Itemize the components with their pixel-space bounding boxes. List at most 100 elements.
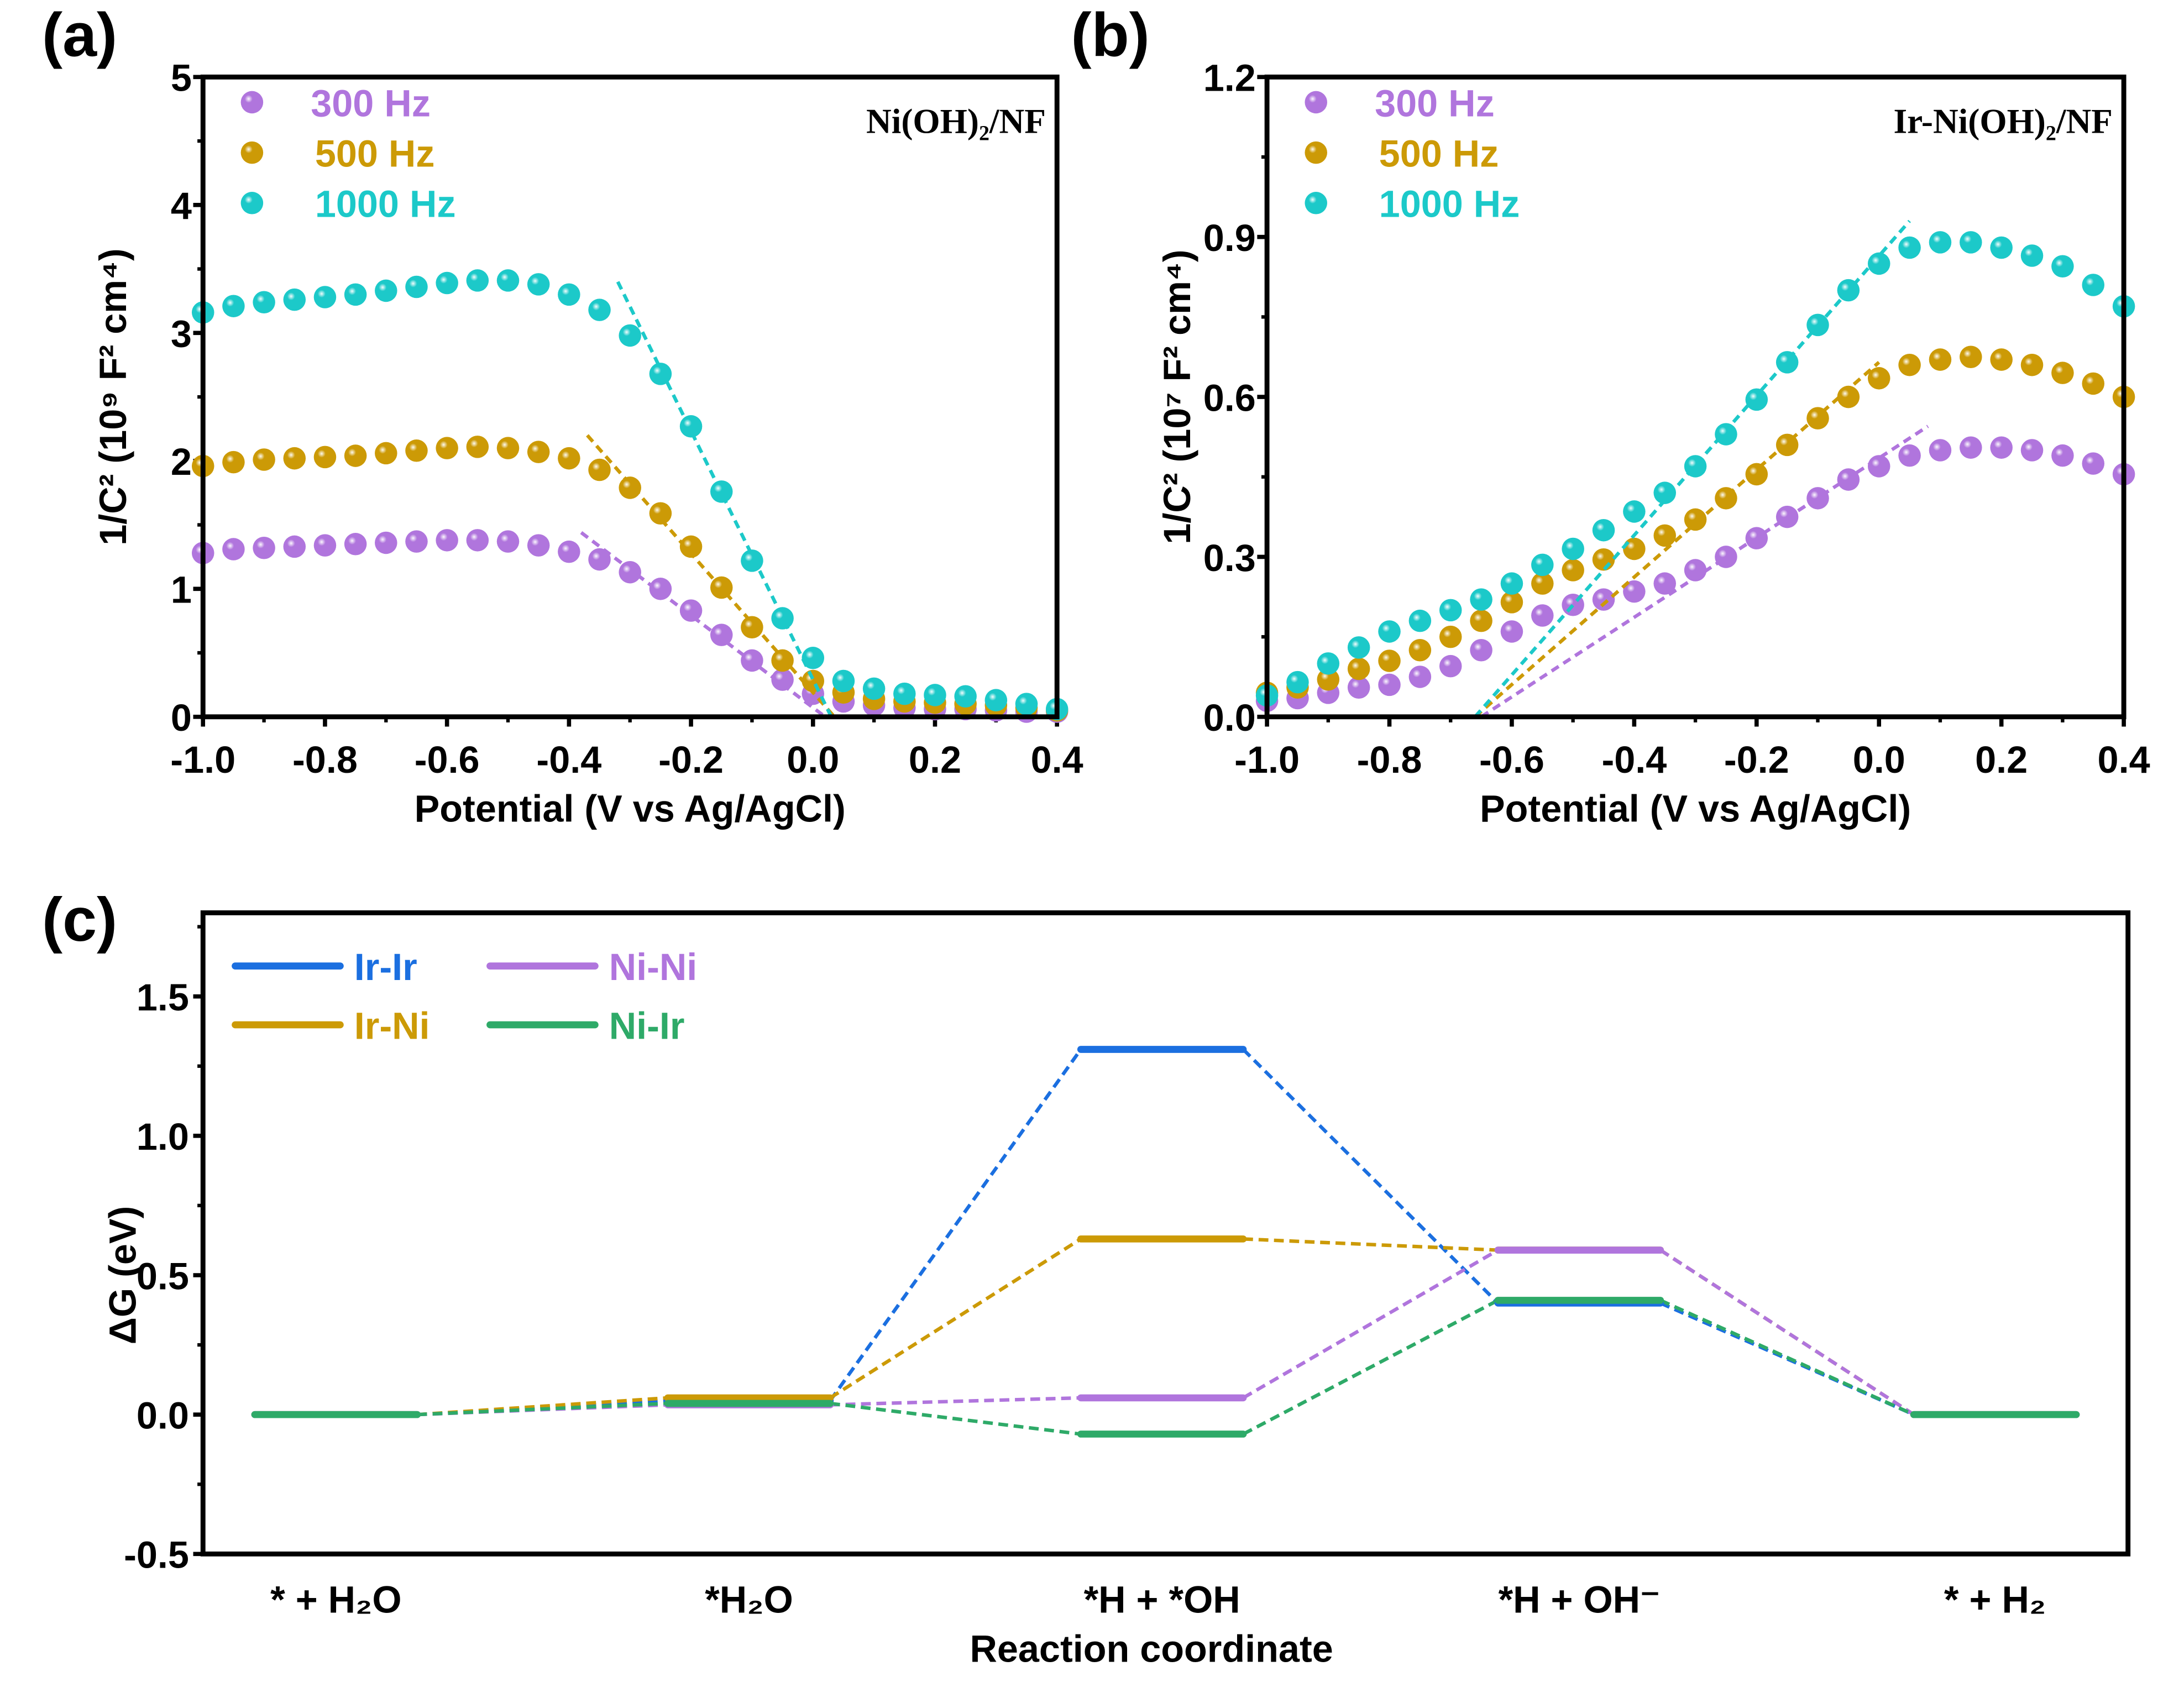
data-point-highlight	[1990, 348, 2013, 371]
data-point-highlight	[1745, 527, 1768, 549]
legend-marker-highlight	[240, 141, 264, 164]
data-point-highlight	[1867, 367, 1890, 390]
series-ni-ir	[417, 1298, 1915, 1436]
series-ir-ni	[417, 1237, 1915, 1417]
data-point-highlight	[893, 682, 916, 705]
x-tick-label: -0.8	[292, 739, 358, 781]
data-point-highlight	[679, 599, 703, 622]
legend-label: 300 Hz	[311, 82, 431, 124]
data-point-highlight	[1317, 668, 1340, 691]
data-point-highlight	[649, 578, 672, 600]
plot-frame	[200, 910, 2131, 1557]
data-point-highlight	[222, 295, 245, 317]
data-point-highlight	[405, 275, 428, 298]
data-point-highlight	[1776, 505, 1799, 528]
data-point-highlight	[1898, 236, 1921, 259]
data-point-highlight	[1531, 553, 1554, 577]
data-point-highlight	[1960, 345, 1982, 368]
x-tick-label: 0.0	[787, 739, 839, 781]
x-tick-label: -0.2	[658, 739, 724, 781]
y-tick-label: 0.9	[1203, 217, 1256, 259]
data-point-highlight	[954, 685, 977, 708]
data-point-highlight	[1776, 433, 1799, 457]
data-point-highlight	[496, 530, 520, 553]
data-point-highlight	[1715, 546, 1737, 568]
y-tick-label: 5	[171, 57, 192, 99]
data-point-highlight	[679, 415, 703, 438]
data-point-highlight	[1653, 572, 1676, 595]
data-point-highlight	[2082, 274, 2104, 296]
sample-label: Ni(OH)₂/NF	[866, 102, 1046, 141]
legend-label: Ni-Ir	[609, 1005, 685, 1047]
data-point-highlight	[1378, 649, 1401, 672]
data-point-highlight	[1806, 487, 1829, 510]
data-point-highlight	[1653, 524, 1676, 547]
series-ni-ni	[417, 1248, 1915, 1417]
data-point-highlight	[1470, 609, 1492, 632]
legend-marker-highlight	[240, 91, 264, 114]
data-point-highlight	[1745, 388, 1768, 411]
fit-line	[1474, 360, 1881, 719]
data-point-highlight	[1347, 636, 1370, 659]
x-tick-label: 0.4	[1031, 739, 1083, 781]
panel-label: (c)	[42, 885, 117, 954]
data-point-highlight	[405, 439, 428, 462]
data-point-highlight	[1776, 351, 1799, 374]
data-point-highlight	[1837, 279, 1860, 302]
y-tick-label: 1.5	[137, 977, 189, 1019]
data-point-highlight	[283, 447, 306, 470]
y-tick-label: 4	[171, 185, 192, 227]
x-tick-label: 0.0	[1853, 739, 1905, 781]
y-tick-label: 1.0	[137, 1116, 189, 1158]
data-point-highlight	[466, 436, 489, 458]
data-point-highlight	[1408, 609, 1432, 632]
data-point-highlight	[1898, 444, 1921, 467]
y-tick-label: 1	[171, 569, 192, 611]
legend-label: Ir-Ni	[354, 1005, 430, 1047]
data-point-highlight	[344, 444, 367, 467]
data-point-highlight	[619, 324, 641, 347]
x-axis-label: Potential (V vs Ag/AgCl)	[415, 788, 846, 830]
connector-line	[829, 1237, 1082, 1400]
data-point-highlight	[924, 684, 946, 706]
data-point-highlight	[741, 549, 763, 572]
y-tick-label: -0.5	[124, 1534, 189, 1576]
x-category-label: *H₂O	[705, 1579, 793, 1621]
data-point-highlight	[1929, 439, 1952, 462]
x-axis-label: Potential (V vs Ag/AgCl)	[1480, 788, 1911, 830]
y-tick-label: 3	[171, 313, 192, 355]
data-point-highlight	[558, 447, 580, 470]
connector-line	[1243, 1237, 1499, 1252]
data-point-highlight	[1715, 487, 1737, 510]
data-point-highlight	[1929, 348, 1952, 371]
data-point-highlight	[1531, 604, 1554, 627]
connector-line	[417, 1396, 668, 1417]
data-point-highlight	[1623, 537, 1646, 560]
data-point-highlight	[1960, 231, 1982, 254]
data-point-highlight	[1623, 580, 1646, 603]
data-point-highlight	[1990, 236, 2013, 259]
series-500hz	[1255, 345, 2135, 719]
data-point-highlight	[1867, 252, 1890, 275]
data-point-highlight	[496, 437, 520, 459]
data-point-highlight	[619, 560, 641, 584]
data-point-highlight	[527, 534, 550, 557]
y-tick-label: 0.6	[1203, 377, 1256, 419]
data-point-highlight	[2020, 439, 2044, 462]
legend-marker-highlight	[1305, 192, 1327, 214]
data-point-highlight	[375, 442, 397, 465]
data-point-highlight	[436, 529, 458, 552]
data-point-highlight	[771, 668, 794, 691]
data-point-highlight	[558, 283, 580, 306]
legend-label: 1000 Hz	[315, 184, 456, 226]
legend-label: 500 Hz	[1379, 133, 1499, 175]
data-point-highlight	[984, 689, 1008, 711]
data-point-highlight	[832, 669, 855, 693]
data-point-highlight	[1684, 455, 1707, 478]
data-point-highlight	[1378, 620, 1401, 643]
connector-line	[1242, 1298, 1499, 1436]
data-point-highlight	[741, 616, 763, 639]
data-point-highlight	[253, 291, 275, 314]
data-point-highlight	[1408, 666, 1432, 688]
x-tick-label: 0.2	[1975, 739, 2028, 781]
